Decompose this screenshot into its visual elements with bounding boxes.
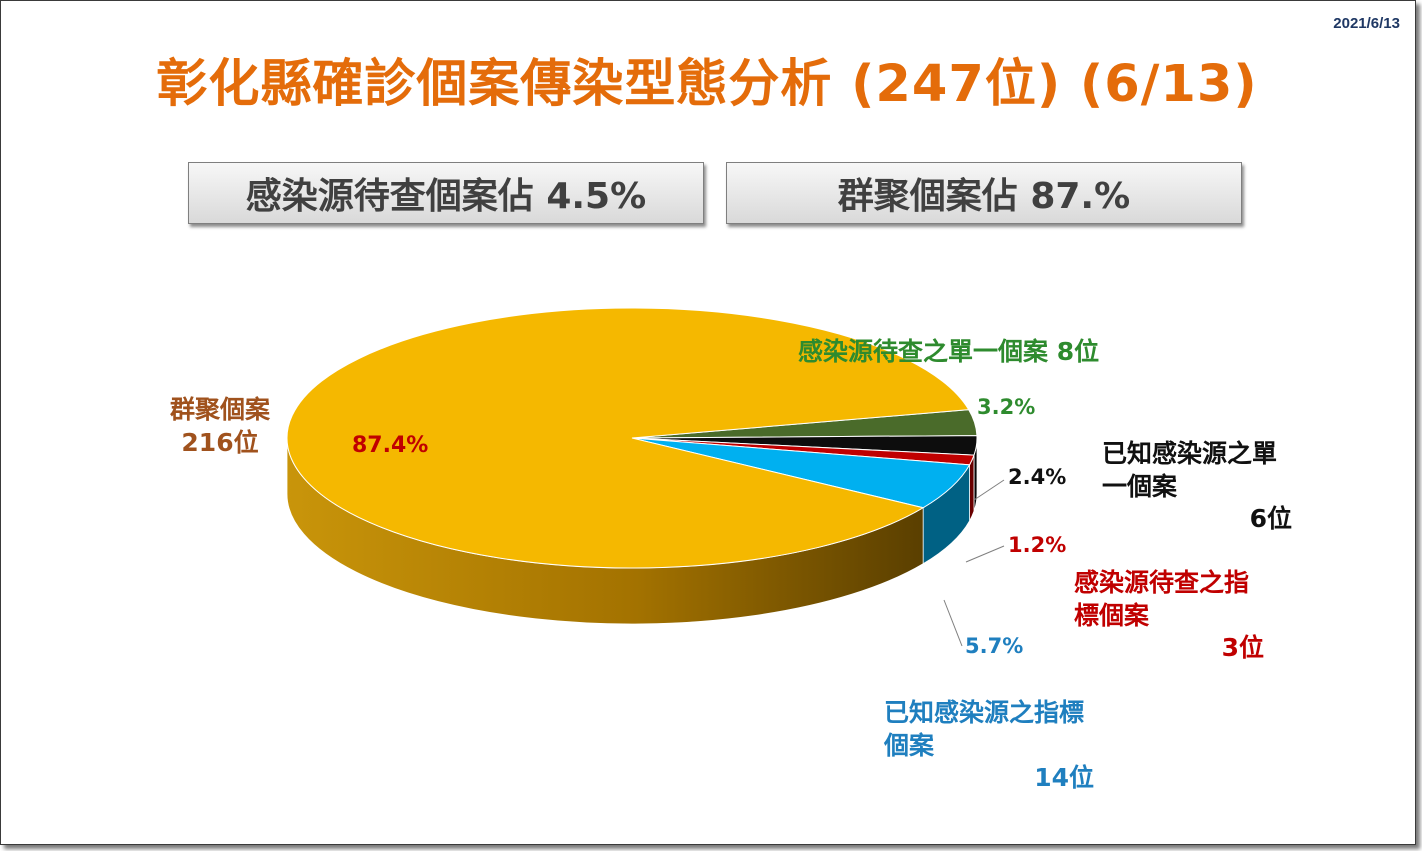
label-unknown-index-count: 3位 <box>1221 633 1264 662</box>
label-cluster-count: 216位 <box>181 427 259 457</box>
label-unknown-index: 感染源待查之指標個案 3位 <box>1074 567 1264 665</box>
stat-box-cluster: 群聚個案佔 87.% <box>726 162 1242 224</box>
leader-line-0 <box>973 479 1005 501</box>
percent-known-index: 5.7% <box>965 634 1024 658</box>
label-known-single-count: 6位 <box>1249 504 1292 533</box>
percent-cluster: 87.4% <box>352 433 429 458</box>
stat-unknown-source-text: 感染源待查個案佔 4.5% <box>245 176 647 217</box>
label-cluster-name: 群聚個案 <box>170 395 271 424</box>
label-cluster: 群聚個案 216位 <box>170 394 270 459</box>
pie-slice-0 <box>286 307 970 569</box>
stat-box-unknown-source: 感染源待查個案佔 4.5% <box>188 162 704 224</box>
stat-cluster-text: 群聚個案佔 87.% <box>837 176 1131 217</box>
label-known-single-name: 已知感染源之單一個案 <box>1102 439 1278 501</box>
label-known-index: 已知感染源之指標個案 14位 <box>884 697 1094 795</box>
pie-sides <box>286 437 978 625</box>
label-known-single: 已知感染源之單一個案 6位 <box>1102 438 1292 536</box>
leader-line-2 <box>943 599 963 647</box>
slide-date: 2021/6/13 <box>1333 15 1400 32</box>
pie-tops <box>286 307 978 569</box>
label-unknown-single-name: 感染源待查之單一個案 <box>798 337 1049 366</box>
percent-unknown-single: 3.2% <box>977 395 1036 419</box>
percent-known-single: 2.4% <box>1008 465 1067 489</box>
label-known-index-count: 14位 <box>1034 763 1094 792</box>
pie-side-3 <box>969 455 975 523</box>
slide-title: 彰化縣確診個案傳染型態分析 (247位) (6/13) <box>156 55 1258 114</box>
pie-leaders <box>943 479 1005 647</box>
label-known-index-name: 已知感染源之指標個案 <box>884 698 1085 760</box>
leader-line-1 <box>965 545 1005 563</box>
label-unknown-single: 感染源待查之單一個案 8位 <box>798 336 1099 369</box>
label-unknown-index-name: 感染源待查之指標個案 <box>1074 568 1250 630</box>
percent-unknown-index: 1.2% <box>1008 533 1067 557</box>
label-unknown-single-count: 8位 <box>1056 337 1100 366</box>
